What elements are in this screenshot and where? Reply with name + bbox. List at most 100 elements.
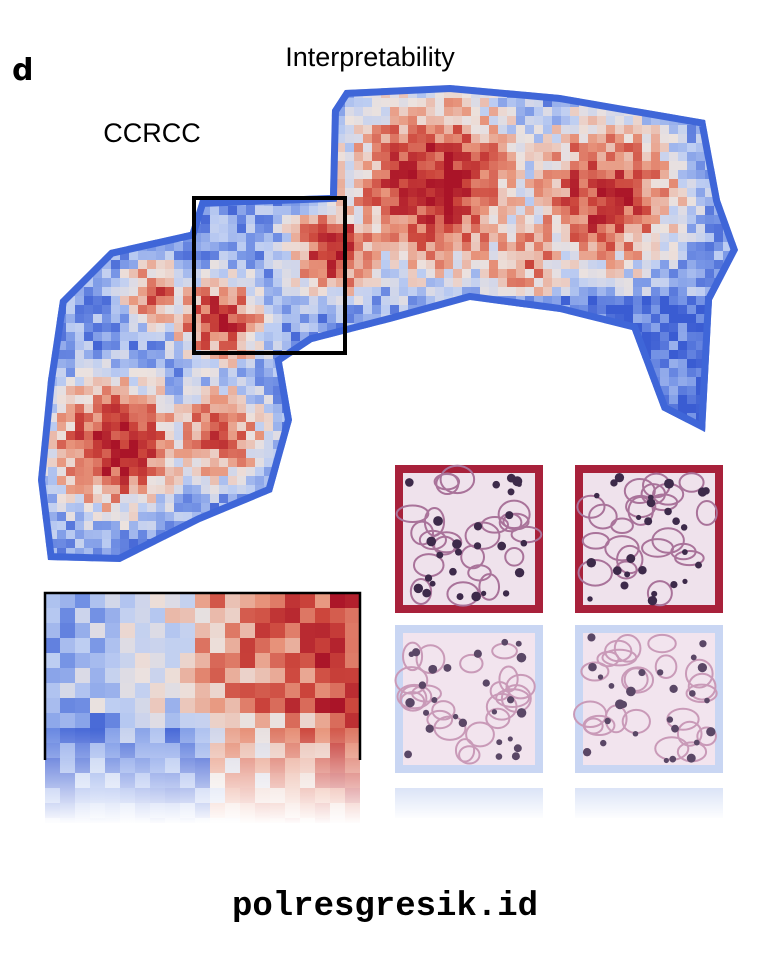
heat-cell [219,206,229,216]
heat-cell [75,260,85,270]
heat-cell [615,431,625,441]
heat-cell [102,539,112,549]
heat-cell [669,431,679,441]
heat-cell [264,377,274,387]
heat-cell [111,503,121,513]
heat-cell [246,530,256,540]
heat-cell [561,512,571,522]
heat-cell [300,260,310,270]
panel-label: d [12,53,33,88]
heat-cell [363,314,373,324]
heat-cell [48,530,58,540]
heat-cell [345,530,355,540]
heat-cell [300,215,310,225]
heat-cell [183,278,193,288]
heat-cell [291,85,301,90]
heat-cell [489,251,499,261]
heat-cell [669,377,679,387]
inset-cell [120,623,136,639]
heat-cell [651,323,661,333]
heat-cell [741,143,751,153]
heat-cell [246,404,256,414]
heat-cell [345,566,355,576]
heat-cell [57,395,67,405]
heat-cell [102,395,112,405]
heat-cell [255,152,265,162]
heat-cell [345,233,355,243]
heat-cell [462,134,472,144]
heat-cell [480,305,490,315]
heat-cell [120,458,130,468]
heat-cell [354,107,364,117]
heat-cell [237,305,247,315]
heat-cell [210,404,220,414]
heat-cell [453,431,463,441]
heat-cell [291,548,301,558]
heat-cell [525,152,535,162]
heat-cell [660,242,670,252]
heat-cell [345,170,355,180]
heat-cell [435,395,445,405]
heat-cell [399,296,409,306]
inset-cell [75,683,91,699]
heat-cell [255,89,265,99]
heat-cell [606,170,616,180]
heat-cell [408,206,418,216]
heat-cell [273,85,283,90]
heat-cell [363,296,373,306]
heat-cell [363,152,373,162]
heat-cell [723,530,733,540]
heat-cell [669,98,679,108]
inset-cell [300,698,316,714]
heat-cell [120,566,130,576]
heat-cell [741,116,751,126]
heat-cell [129,413,139,423]
heat-cell [66,341,76,351]
heat-cell [201,215,211,225]
heat-cell [543,440,553,450]
heat-cell [642,224,652,234]
heat-cell [264,215,274,225]
heat-cell [318,224,328,234]
heat-cell [273,440,283,450]
heat-cell [219,134,229,144]
cell-outline [454,738,476,763]
heat-cell [453,377,463,387]
heat-cell [552,242,562,252]
heat-cell [705,224,715,234]
heat-cell [138,458,148,468]
heat-cell [93,350,103,360]
heat-cell [471,233,481,243]
heat-cell [480,152,490,162]
heat-cell [507,431,517,441]
nucleus [443,663,452,672]
heat-cell [264,305,274,315]
heat-cell [336,85,346,90]
heat-cell [84,350,94,360]
heat-cell [327,422,337,432]
heat-cell [273,494,283,504]
heat-cell [687,269,697,279]
heat-cell [633,422,643,432]
heat-cell [327,305,337,315]
heat-cell [318,170,328,180]
nucleus [426,536,437,547]
heat-cell [426,233,436,243]
heat-cell [38,494,40,504]
heat-cell [453,413,463,423]
nucleus [597,674,604,680]
heat-cell [66,206,76,216]
heat-cell [471,323,481,333]
heat-cell [264,557,274,562]
heat-cell [732,170,738,180]
heat-cell [543,503,553,513]
heat-cell [534,260,544,270]
heat-cell [273,224,283,234]
heat-cell [174,314,184,324]
heat-cell [471,197,481,207]
cell-outline [504,547,525,567]
heat-cell [327,296,337,306]
heat-cell [615,197,625,207]
heat-cell [381,125,391,135]
heat-cell [183,413,193,423]
